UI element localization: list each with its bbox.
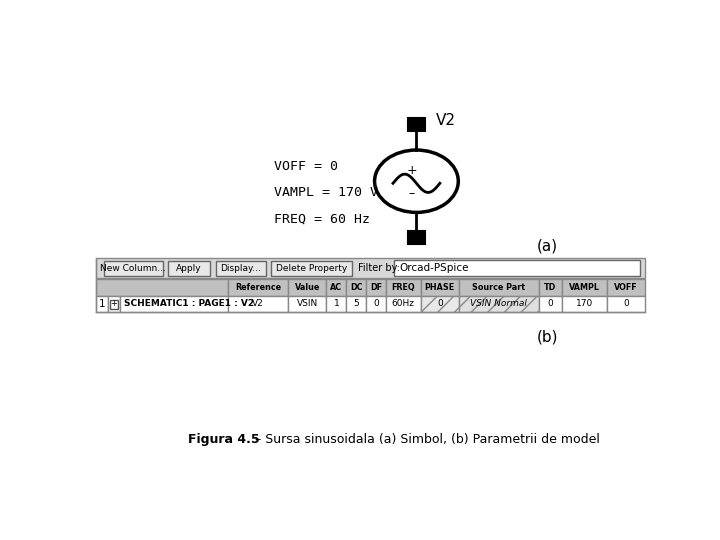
Text: DC: DC [350,283,363,292]
FancyBboxPatch shape [326,279,346,295]
FancyBboxPatch shape [104,261,163,275]
FancyBboxPatch shape [539,279,562,295]
Text: FREQ = 60 Hz: FREQ = 60 Hz [274,213,370,226]
Text: – Sursa sinusoidala (a) Simbol, (b) Parametrii de model: – Sursa sinusoidala (a) Simbol, (b) Para… [255,433,600,446]
FancyBboxPatch shape [420,295,459,312]
Text: –: – [409,187,415,200]
FancyBboxPatch shape [109,295,120,312]
FancyBboxPatch shape [96,258,645,278]
Text: DF: DF [370,283,382,292]
Text: Apply: Apply [176,264,202,273]
FancyBboxPatch shape [271,261,352,275]
Text: VAMPL = 170 V: VAMPL = 170 V [274,186,378,199]
Text: 1: 1 [333,299,339,308]
Text: V2: V2 [252,299,264,308]
Text: 0: 0 [437,299,443,308]
Text: Figura 4.5: Figura 4.5 [188,433,259,446]
FancyBboxPatch shape [109,300,118,309]
FancyBboxPatch shape [607,279,645,295]
Text: 0: 0 [623,299,629,308]
FancyBboxPatch shape [96,295,109,312]
FancyBboxPatch shape [366,279,386,295]
Text: PHASE: PHASE [425,283,455,292]
Text: 5: 5 [354,299,359,308]
Text: VAMPL: VAMPL [569,283,600,292]
FancyBboxPatch shape [346,295,366,312]
FancyBboxPatch shape [394,260,639,276]
Text: FREQ: FREQ [392,283,415,292]
FancyBboxPatch shape [215,261,266,275]
FancyBboxPatch shape [228,295,288,312]
Text: Display...: Display... [220,264,261,273]
Text: +: + [110,299,117,308]
FancyBboxPatch shape [228,279,288,295]
FancyBboxPatch shape [366,295,386,312]
Text: 0: 0 [547,299,553,308]
Text: Value: Value [294,283,320,292]
FancyBboxPatch shape [607,295,645,312]
Text: +: + [407,164,418,177]
FancyBboxPatch shape [96,279,228,295]
Text: V2: V2 [436,113,456,128]
Text: VOFF = 0: VOFF = 0 [274,160,338,173]
Text: 0: 0 [373,299,379,308]
FancyBboxPatch shape [539,295,562,312]
FancyBboxPatch shape [562,295,607,312]
FancyBboxPatch shape [288,279,326,295]
Text: TD: TD [544,283,557,292]
Text: VSIN: VSIN [297,299,318,308]
Text: Reference: Reference [235,283,282,292]
Text: (b): (b) [537,329,558,345]
Text: VSIN Normal: VSIN Normal [470,299,527,308]
FancyBboxPatch shape [459,279,539,295]
FancyBboxPatch shape [168,261,210,275]
FancyBboxPatch shape [288,295,326,312]
FancyBboxPatch shape [120,295,228,312]
Text: Source Part: Source Part [472,283,526,292]
FancyBboxPatch shape [562,279,607,295]
FancyBboxPatch shape [326,295,346,312]
Text: Delete Property: Delete Property [276,264,348,273]
FancyBboxPatch shape [459,295,539,312]
Text: Filter by:: Filter by: [358,263,400,273]
Text: New Column...: New Column... [100,264,166,273]
Text: 1: 1 [99,299,105,309]
Text: 60Hz: 60Hz [392,299,415,308]
Text: Orcad-PSpice: Orcad-PSpice [400,263,469,273]
Bar [408,231,426,245]
Text: SCHEMATIC1 : PAGE1 : V2: SCHEMATIC1 : PAGE1 : V2 [124,299,254,308]
FancyBboxPatch shape [386,295,420,312]
Bar [408,118,426,131]
Text: VOFF: VOFF [614,283,638,292]
Text: (a): (a) [537,238,558,253]
Text: 170: 170 [575,299,593,308]
FancyBboxPatch shape [420,279,459,295]
Text: AC: AC [330,283,343,292]
FancyBboxPatch shape [346,279,366,295]
FancyBboxPatch shape [386,279,420,295]
